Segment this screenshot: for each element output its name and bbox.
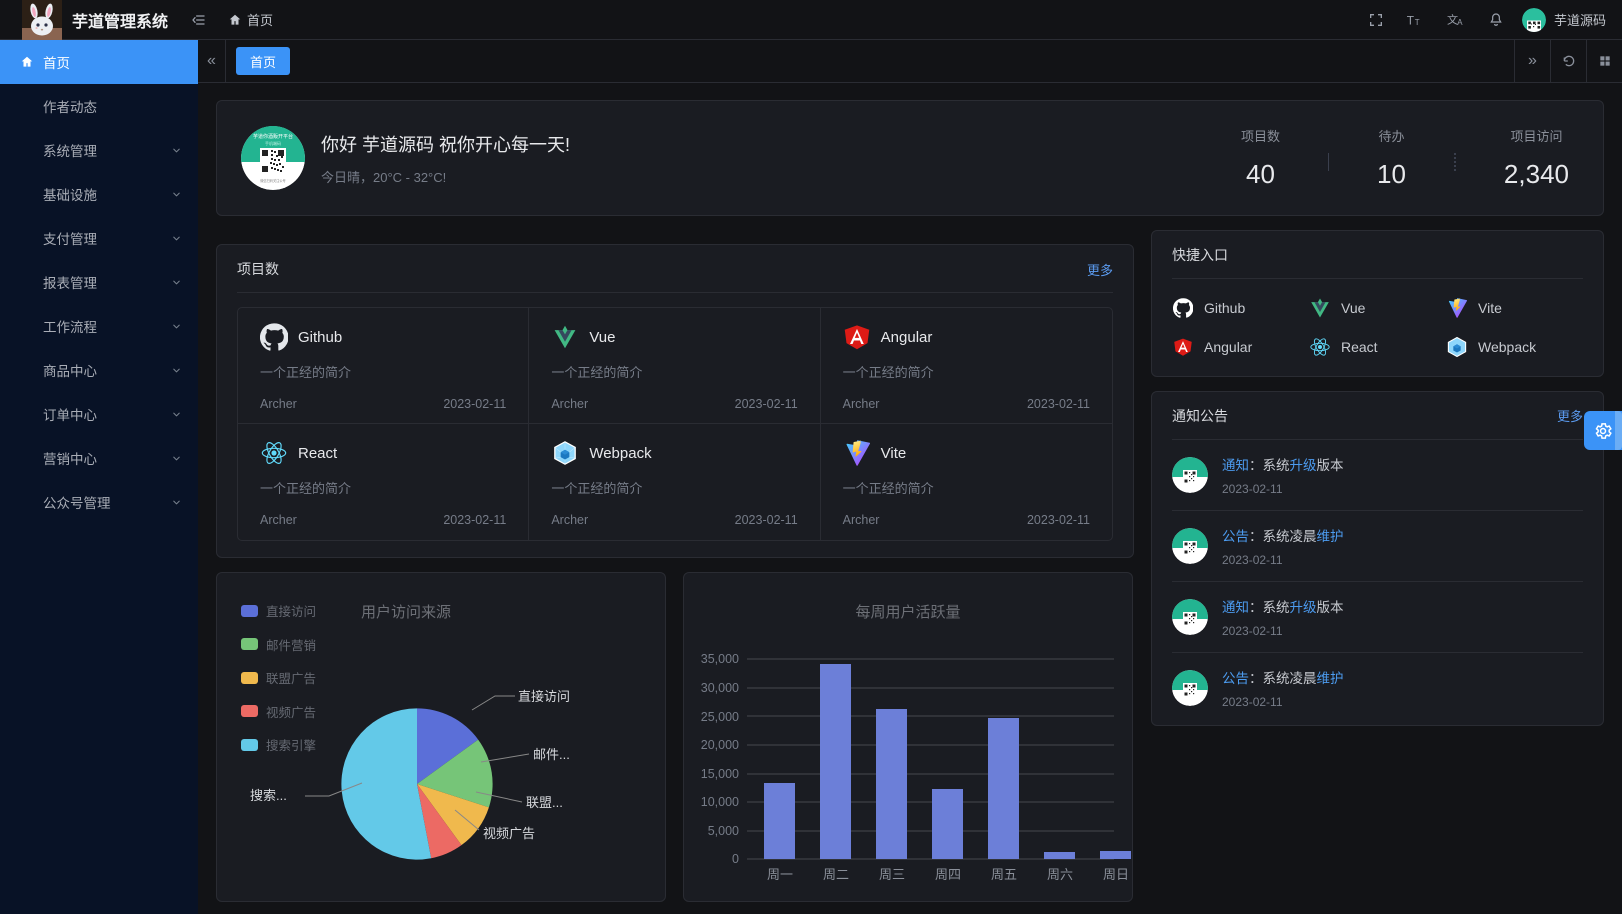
- svg-text:邮件...: 邮件...: [533, 747, 570, 762]
- svg-text:T: T: [1415, 18, 1420, 27]
- svg-text:35,000: 35,000: [701, 652, 739, 666]
- svg-text:搜索...: 搜索...: [250, 788, 287, 803]
- svg-text:联盟...: 联盟...: [526, 795, 563, 810]
- svg-text:5,000: 5,000: [708, 824, 739, 838]
- svg-text:周三: 周三: [879, 867, 905, 882]
- svg-text:30,000: 30,000: [701, 681, 739, 695]
- svg-text:15,000: 15,000: [701, 767, 739, 781]
- svg-text:周一: 周一: [767, 867, 793, 882]
- svg-text:直接访问: 直接访问: [518, 689, 570, 704]
- svg-text:周四: 周四: [935, 867, 961, 882]
- svg-text:视频广告: 视频广告: [483, 826, 535, 841]
- svg-text:25,000: 25,000: [701, 710, 739, 724]
- svg-text:0: 0: [732, 852, 739, 866]
- svg-text:T: T: [1407, 13, 1414, 27]
- svg-text:周六: 周六: [1047, 867, 1073, 882]
- svg-text:20,000: 20,000: [701, 738, 739, 752]
- svg-text:微信扫码关注公号: 微信扫码关注公号: [260, 178, 286, 183]
- svg-text:A: A: [1457, 18, 1463, 27]
- svg-text:手机端码: 手机端码: [265, 140, 281, 146]
- svg-text:周五: 周五: [991, 867, 1017, 882]
- svg-text:芋道你酒贩开平台: 芋道你酒贩开平台: [253, 133, 293, 140]
- svg-text:周二: 周二: [823, 867, 849, 882]
- svg-text:10,000: 10,000: [701, 795, 739, 809]
- svg-text:文: 文: [1447, 12, 1458, 26]
- svg-text:周日: 周日: [1103, 867, 1129, 882]
